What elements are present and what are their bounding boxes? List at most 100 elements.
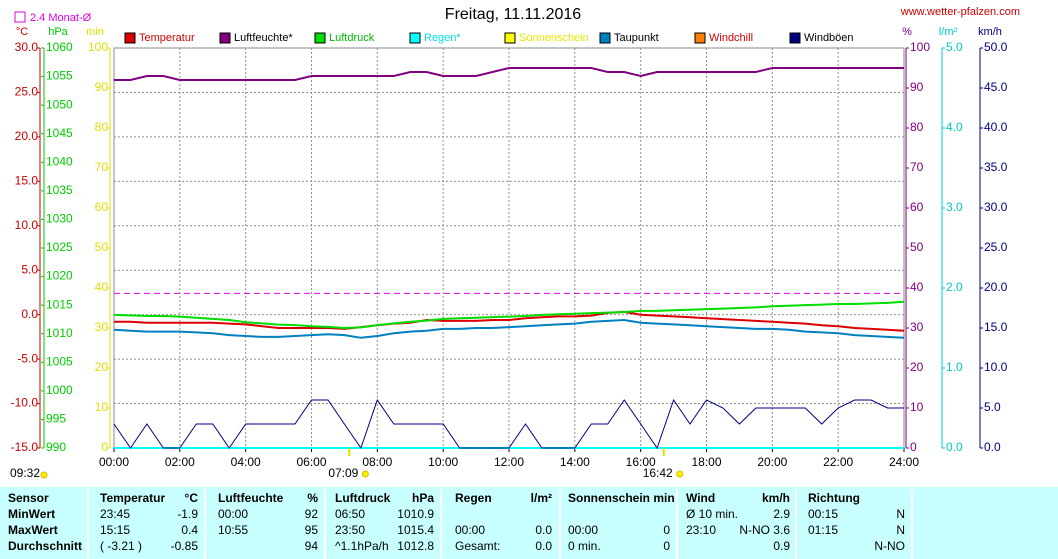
y-tick-label: 1025 [46, 240, 73, 254]
legend-swatch [599, 32, 611, 44]
legend-label: Sonnenschein [519, 32, 589, 44]
series-line [114, 67, 904, 81]
y-tick-label: 10 [95, 400, 109, 414]
y-tick-label: 40 [910, 280, 924, 294]
y-tick-label: 40.0 [984, 120, 1008, 134]
table-cell: 00:15 [808, 507, 838, 521]
table-cell: 1010.9 [397, 507, 434, 521]
x-tick-label: 08:00 [362, 455, 392, 469]
y-tick-label: 20.0 [15, 129, 39, 143]
y-tick-label: 70 [910, 160, 924, 174]
table-cell: Ø 10 min. [686, 507, 738, 521]
day-icon [40, 471, 48, 479]
table-cell: 00:00 [455, 523, 485, 537]
legend-swatch [219, 32, 231, 44]
table-header: Temperatur [100, 491, 165, 505]
y-tick-label: 1060 [46, 40, 73, 54]
table-cell: N [896, 523, 905, 537]
table-row-label: MinWert [8, 507, 55, 521]
table-cell: 0.0 [535, 539, 552, 553]
y-tick-label: 30.0 [984, 200, 1008, 214]
y-tick-label: 0 [910, 440, 917, 454]
series-line [113, 398, 904, 450]
y-tick-label: 20.0 [984, 280, 1008, 294]
table-cell: 92 [305, 507, 319, 521]
y-tick-label: 60 [910, 200, 924, 214]
y-tick-label: 40 [95, 280, 109, 294]
table-cell: 00:00 [568, 523, 598, 537]
y-tick-label: 0.0 [21, 307, 38, 321]
sun-icon [676, 470, 684, 478]
y-tick-label: 0 [101, 440, 108, 454]
sun-time: 16:42 [643, 466, 673, 480]
table-cell: 0 [663, 539, 670, 553]
y-tick-label: 35.0 [984, 160, 1008, 174]
y-tick-label: 5.0 [984, 400, 1001, 414]
table-cell: -1.9 [177, 507, 198, 521]
table-cell: -0.85 [171, 539, 199, 553]
x-tick-label: 06:00 [296, 455, 326, 469]
y-tick-label: 1055 [46, 69, 73, 83]
y-tick-label: 1015 [46, 297, 73, 311]
table-header: Wind [686, 491, 715, 505]
table-cell: 2.9 [773, 507, 790, 521]
table-cell: 10:55 [218, 523, 248, 537]
y-tick-label: 10.0 [15, 218, 39, 232]
y-tick-label: 5.0 [21, 262, 38, 276]
table-cell: 1015.4 [397, 523, 434, 537]
y-tick-label: 1035 [46, 183, 73, 197]
table-cell: ( -3.21 ) [100, 539, 142, 553]
legend-swatch [409, 32, 421, 44]
x-tick-label: 14:00 [560, 455, 590, 469]
y-tick-label: 80 [95, 120, 109, 134]
y-tick-label: 30 [95, 320, 109, 334]
table-cell: 1012.8 [397, 539, 434, 553]
y-tick-label: 100 [88, 40, 108, 54]
y-tick-label: 45.0 [984, 80, 1008, 94]
x-tick-label: 22:00 [823, 455, 853, 469]
legend-label: Regen* [424, 32, 461, 44]
y-tick-label: 1020 [46, 269, 73, 283]
table-cell: 94 [305, 539, 319, 553]
legend-label: Luftfeuchte* [234, 32, 293, 44]
y-tick-label: 995 [46, 412, 66, 426]
y-tick-label: 990 [46, 440, 66, 454]
sun-icon [361, 470, 369, 478]
table-cell: 01:15 [808, 523, 838, 537]
x-tick-label: 04:00 [231, 455, 261, 469]
y-tick-label: 10.0 [984, 360, 1008, 374]
y-tick-label: 10 [910, 400, 924, 414]
x-tick-label: 18:00 [691, 455, 721, 469]
axis-unit: hPa [48, 26, 68, 38]
y-tick-label: 50 [95, 240, 109, 254]
y-tick-label: 1.0 [946, 360, 963, 374]
table-cell: 0.4 [181, 523, 198, 537]
y-tick-label: 70 [95, 160, 109, 174]
source: www.wetter-pfalzen.com [900, 6, 1020, 18]
series-line [113, 300, 905, 330]
axis-unit: l/m² [939, 26, 958, 38]
table-row-label: MaxWert [8, 523, 58, 537]
table-cell: 23:50 [335, 523, 365, 537]
legend-swatch [124, 32, 136, 44]
table-header: % [307, 491, 318, 505]
reference-label: 2.4 Monat-Ø [30, 12, 92, 24]
table-cell: Gesamt: [455, 539, 500, 553]
axis-unit: min [86, 26, 104, 38]
y-tick-label: 15.0 [15, 174, 39, 188]
table-cell: 00:00 [218, 507, 248, 521]
y-tick-label: 50 [910, 240, 924, 254]
table-cell: 0.0 [535, 523, 552, 537]
sun-time: 07:09 [328, 466, 358, 480]
y-tick-label: 4.0 [946, 120, 963, 134]
table-cell: 23:10 [686, 523, 716, 537]
y-tick-label: 5.0 [946, 40, 963, 54]
y-tick-label: -5.0 [17, 351, 38, 365]
y-tick-label: 30.0 [15, 40, 39, 54]
legend-swatch [504, 32, 516, 44]
axis-unit: °C [16, 26, 28, 38]
legend-label: Windchill [709, 32, 753, 44]
y-tick-label: 20 [95, 360, 109, 374]
table-header: Luftfeuchte [218, 491, 284, 505]
